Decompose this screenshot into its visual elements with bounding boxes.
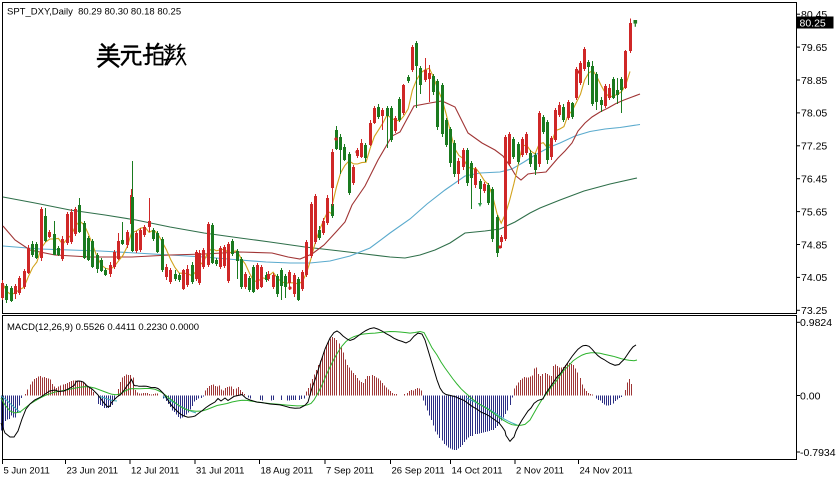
svg-text:73.25: 73.25 xyxy=(801,305,827,317)
svg-text:18 Aug 2011: 18 Aug 2011 xyxy=(261,466,314,477)
svg-text:80.25: 80.25 xyxy=(800,17,826,29)
svg-text:23 Jun 2011: 23 Jun 2011 xyxy=(67,466,119,477)
svg-text:0.00: 0.00 xyxy=(800,390,821,402)
svg-text:MACD(12,26,9) 0.5526 0.4411 0.: MACD(12,26,9) 0.5526 0.4411 0.2230 0.000… xyxy=(7,322,199,333)
svg-text:79.65: 79.65 xyxy=(801,42,827,54)
svg-text:7 Sep 2011: 7 Sep 2011 xyxy=(326,466,374,477)
svg-text:74.85: 74.85 xyxy=(801,239,827,251)
svg-text:26 Sep 2011: 26 Sep 2011 xyxy=(392,466,445,477)
svg-text:0.9824: 0.9824 xyxy=(800,317,832,329)
svg-text:24 Nov 2011: 24 Nov 2011 xyxy=(580,466,633,477)
svg-text:5 Jun 2011: 5 Jun 2011 xyxy=(4,466,50,477)
svg-text:2 Nov 2011: 2 Nov 2011 xyxy=(516,466,564,477)
svg-text:-0.7934: -0.7934 xyxy=(800,447,836,459)
svg-text:77.25: 77.25 xyxy=(801,141,827,153)
svg-text:75.65: 75.65 xyxy=(801,206,827,218)
svg-text:SPT_DXY,Daily 80.29 80.30 80.: SPT_DXY,Daily 80.29 80.30 80.18 80.25 xyxy=(7,7,181,18)
svg-text:74.05: 74.05 xyxy=(801,272,827,284)
svg-text:14 Oct 2011: 14 Oct 2011 xyxy=(452,466,503,477)
svg-text:78.05: 78.05 xyxy=(801,108,827,120)
svg-text:12 Jul 2011: 12 Jul 2011 xyxy=(131,466,179,477)
svg-text:76.45: 76.45 xyxy=(801,174,827,186)
svg-text:31 Jul 2011: 31 Jul 2011 xyxy=(196,466,244,477)
svg-text:78.85: 78.85 xyxy=(801,75,827,87)
